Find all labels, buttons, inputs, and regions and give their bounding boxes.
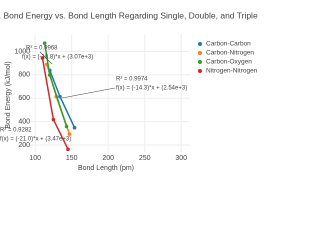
annotation-arrow — [61, 87, 116, 99]
data-point — [72, 125, 77, 130]
legend-label: Carbon-Nitrogen — [206, 50, 254, 57]
annotation: f(x) = (-21.0)*x + (3.47e+3) — [0, 137, 71, 143]
y-tick-label: 800 — [18, 72, 30, 79]
data-point — [51, 117, 56, 122]
annotation: R² = 0.9282 — [0, 128, 32, 134]
x-tick-label: 250 — [139, 155, 151, 162]
data-point — [47, 73, 52, 77]
annotation: R² = 0.9974 — [116, 77, 148, 83]
chart-title: 3. Bond Energy vs. Bond Length Regarding… — [0, 10, 258, 20]
data-point — [66, 147, 70, 152]
y-tick-label: 1000 — [14, 48, 30, 55]
data-point — [42, 41, 47, 45]
legend-marker — [198, 42, 202, 46]
x-tick-label: 300 — [175, 155, 187, 162]
y-tick-label: 600 — [18, 95, 30, 102]
data-point — [58, 94, 62, 99]
y-tick-label: 200 — [18, 142, 30, 149]
x-tick-label: 150 — [66, 155, 78, 162]
y-axis-label: Bond Energy (kJ/mol) — [5, 61, 12, 128]
legend-label: Nitrogen-Nitrogen — [206, 68, 258, 75]
legend-label: Carbon-Oxygen — [206, 59, 252, 66]
data-point — [64, 124, 69, 129]
chart: 3. Bond Energy vs. Bond Length Regarding… — [0, 10, 258, 172]
annotation-arrow — [39, 51, 53, 65]
legend-label: Carbon-Carbon — [206, 41, 251, 48]
legend-marker — [198, 60, 202, 64]
legend-marker — [198, 69, 202, 73]
annotation: f(x) = (-18.8)*x + (3.07e+3) — [22, 55, 93, 61]
x-tick-label: 100 — [29, 155, 41, 162]
data-point — [40, 56, 45, 60]
y-tick-label: 400 — [18, 118, 30, 125]
x-tick-label: 200 — [102, 155, 114, 162]
legend-marker — [198, 51, 202, 55]
x-axis-label: Bond Length (pm) — [78, 165, 134, 172]
annotation: f(x) = (-14.3)*x + (2.54e+3) — [116, 86, 187, 92]
annotation: R² = 0.9968 — [26, 46, 58, 52]
data-point — [67, 132, 72, 136]
